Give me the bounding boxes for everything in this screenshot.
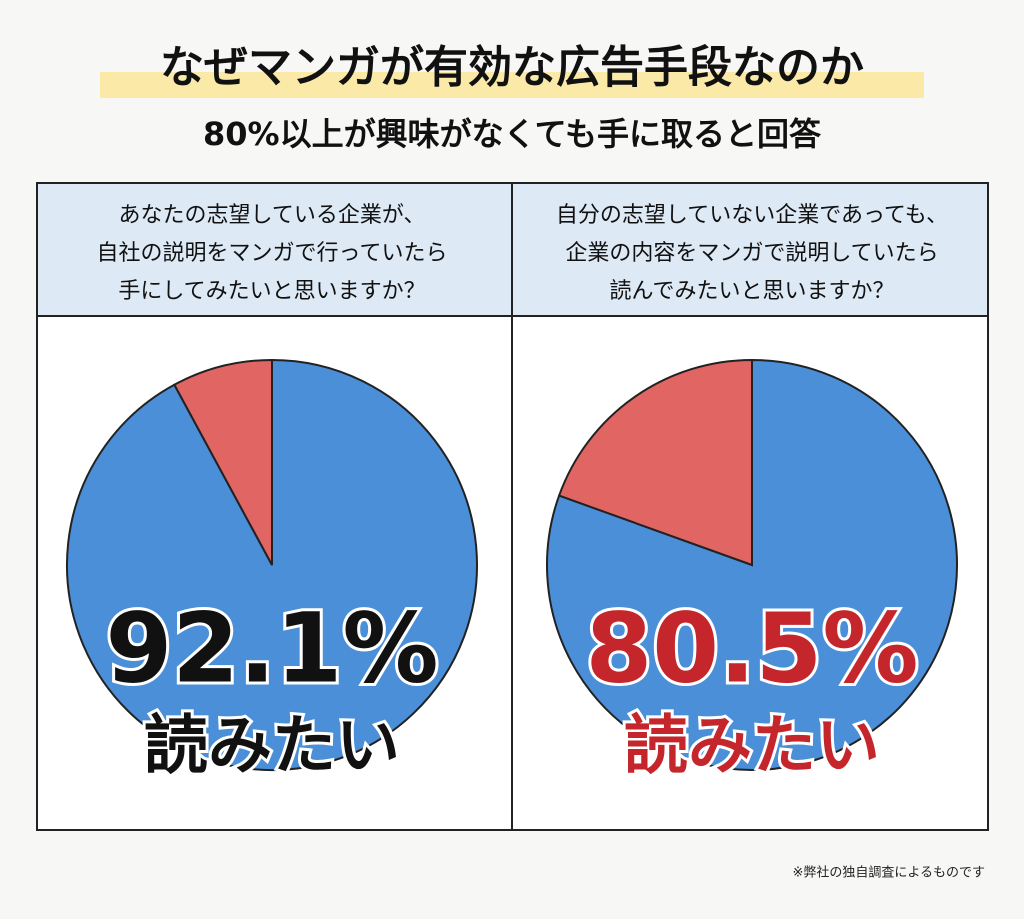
question-line: 読んでみたいと思いますか？ — [610, 279, 895, 304]
question-line: あなたの志望している企業が、 — [119, 203, 426, 228]
question-line: 自分の志望していない企業であっても、 — [556, 203, 948, 228]
subtitle: 80%以上が興味がなくても手に取ると回答 — [203, 115, 822, 153]
question-line: 自社の説明をマンガで行っていたら — [97, 241, 448, 266]
pie-slice — [173, 358, 273, 566]
title: なぜマンガが有効な広告手段なのか — [160, 42, 864, 93]
question-line: 手にしてみたいと思いますか？ — [118, 279, 425, 304]
pie-slice — [557, 358, 753, 567]
footnote: ※弊社の独自調査によるものです — [792, 865, 985, 881]
question-line: 企業の内容をマンガで説明していたら — [565, 241, 938, 266]
value-label: 92.1% — [105, 592, 438, 704]
title-highlight — [100, 72, 924, 98]
value-label: 80.5% — [585, 592, 918, 704]
category-label: 読みたい — [624, 710, 880, 784]
category-label: 読みたい — [144, 710, 400, 784]
